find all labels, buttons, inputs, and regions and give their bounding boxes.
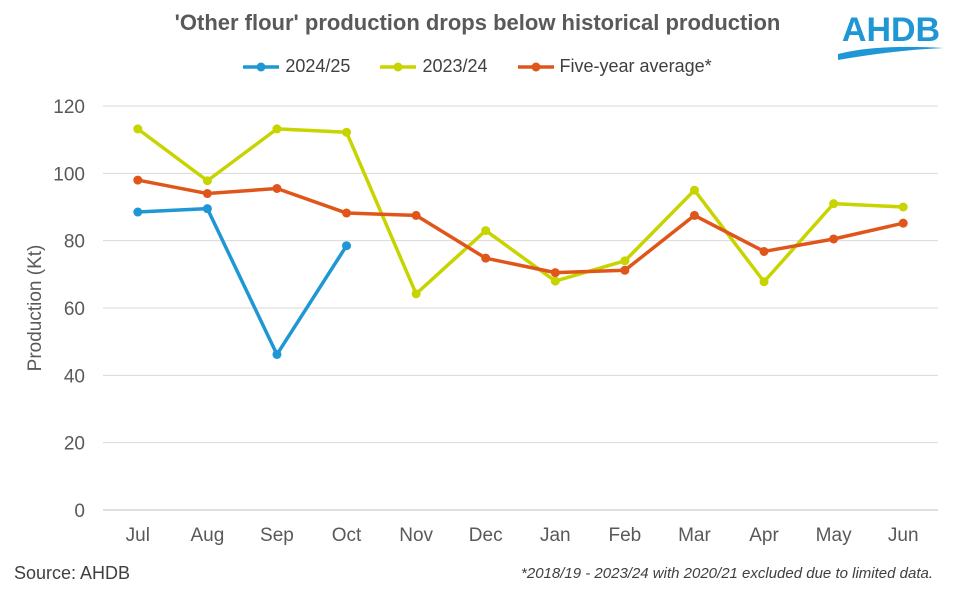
x-tick-label: Mar bbox=[678, 525, 711, 546]
y-tick-label: 80 bbox=[64, 232, 85, 253]
legend-item: 2023/24 bbox=[380, 56, 488, 77]
x-tick-label: Oct bbox=[332, 525, 362, 546]
data-point bbox=[411, 210, 421, 220]
data-point bbox=[481, 253, 491, 263]
data-point bbox=[689, 185, 699, 195]
data-point bbox=[342, 241, 352, 251]
legend-label: 2023/24 bbox=[422, 56, 488, 76]
y-tick-label: 120 bbox=[53, 97, 85, 118]
data-point bbox=[202, 189, 212, 199]
y-tick-label: 0 bbox=[74, 501, 85, 522]
legend-label: 2024/25 bbox=[285, 56, 351, 76]
series-line bbox=[136, 127, 904, 296]
x-tick-label: Sep bbox=[260, 525, 294, 546]
legend-label: Five-year average* bbox=[559, 56, 712, 76]
data-point bbox=[202, 176, 212, 186]
data-point bbox=[759, 246, 769, 256]
chart-legend: 2024/25 2023/24 Five-year average* bbox=[0, 56, 955, 77]
x-tick-label: Jan bbox=[540, 525, 571, 546]
data-point bbox=[829, 234, 839, 244]
legend-swatch bbox=[517, 62, 554, 71]
data-point bbox=[342, 127, 352, 137]
data-point bbox=[272, 349, 282, 359]
x-tick-label: Nov bbox=[399, 525, 433, 546]
y-tick-label: 40 bbox=[64, 366, 85, 387]
logo-swoosh bbox=[838, 46, 944, 60]
x-tick-label: May bbox=[816, 525, 852, 546]
data-point bbox=[202, 204, 212, 214]
x-tick-label: Apr bbox=[749, 525, 779, 546]
series-line bbox=[137, 178, 904, 275]
source-note: Source: AHDB bbox=[14, 563, 131, 583]
y-tick-label: 100 bbox=[53, 164, 85, 185]
legend-item: Five-year average* bbox=[517, 56, 712, 77]
data-point bbox=[272, 183, 282, 193]
footnote: *2018/19 - 2023/24 with 2020/21 excluded… bbox=[521, 565, 933, 582]
data-point bbox=[898, 218, 908, 228]
x-tick-label: Dec bbox=[469, 525, 503, 546]
logo-text: AHDB bbox=[842, 11, 940, 49]
data-point bbox=[620, 265, 630, 275]
legend-swatch bbox=[243, 62, 280, 71]
data-point bbox=[620, 256, 630, 266]
data-point bbox=[550, 268, 560, 278]
x-tick-label: Aug bbox=[190, 525, 224, 546]
data-point bbox=[759, 277, 769, 287]
data-point bbox=[898, 202, 908, 212]
data-point bbox=[133, 175, 143, 185]
ahdb-logo: AHDB bbox=[838, 11, 944, 60]
data-point bbox=[272, 124, 282, 134]
data-point bbox=[550, 276, 560, 286]
data-point bbox=[133, 124, 143, 134]
data-point bbox=[411, 289, 421, 299]
y-tick-label: 20 bbox=[64, 434, 85, 455]
chart-title: 'Other flour' production drops below his… bbox=[174, 10, 781, 35]
data-point bbox=[481, 226, 491, 236]
x-tick-label: Jul bbox=[126, 525, 150, 546]
x-tick-label: Feb bbox=[609, 525, 642, 546]
x-tick-label: Jun bbox=[888, 525, 919, 546]
data-point bbox=[689, 210, 699, 220]
legend-swatch bbox=[380, 62, 417, 71]
y-tick-label: 60 bbox=[64, 299, 85, 320]
data-point bbox=[133, 207, 143, 217]
y-axis-label: Production (Kt) bbox=[25, 245, 46, 372]
data-point bbox=[342, 208, 352, 218]
data-point bbox=[829, 199, 839, 209]
series-line bbox=[137, 206, 349, 357]
legend-item: 2024/25 bbox=[243, 56, 350, 77]
